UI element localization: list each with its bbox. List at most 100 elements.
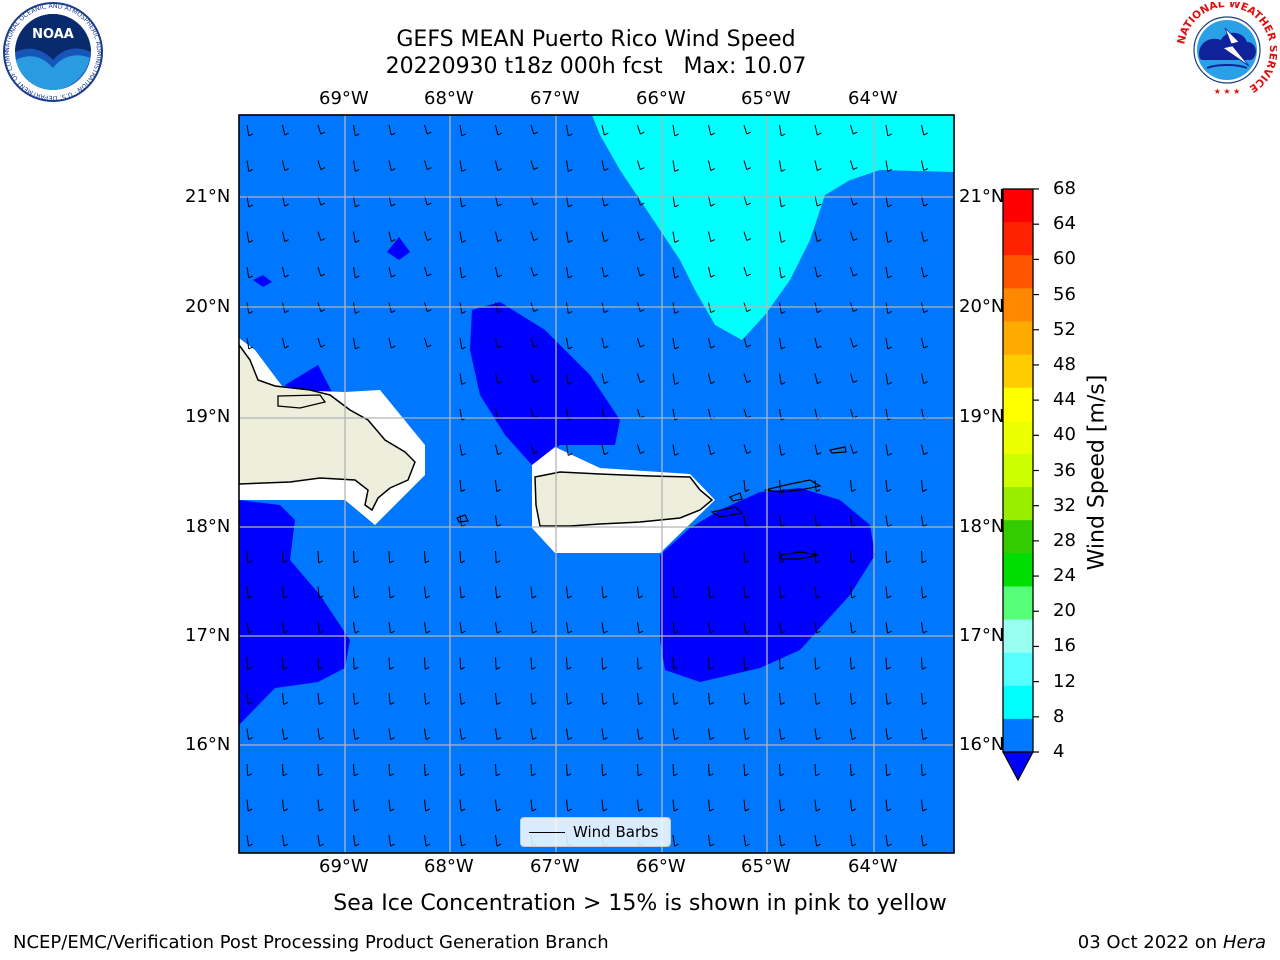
wind-barb — [317, 834, 321, 847]
wind-barb — [708, 373, 712, 384]
wind-barb — [885, 337, 889, 349]
wind-barb-flag — [460, 595, 466, 599]
wind-barb — [814, 160, 818, 171]
wind-barb-flag — [318, 808, 324, 812]
wind-barb-flag — [922, 808, 927, 812]
wind-barb — [424, 337, 428, 348]
footer-date-text: 03 Oct 2022 on — [1077, 932, 1218, 953]
wind-barb — [566, 444, 569, 456]
wind-barb — [388, 621, 392, 634]
wind-barb — [779, 515, 782, 527]
wind-barb — [282, 799, 285, 812]
wind-barb — [921, 124, 925, 136]
wind-barb-flag — [320, 344, 326, 348]
wind-barb — [850, 373, 854, 383]
land-virgin-islands — [764, 479, 822, 493]
wind-barb — [708, 231, 712, 242]
wind-barb-flag — [923, 168, 929, 172]
wind-barb — [566, 302, 569, 314]
footer-date: 03 Oct 2022 on Hera — [1078, 932, 1266, 953]
wind-barb — [814, 799, 817, 812]
wind-barb-flag — [425, 843, 431, 847]
wind-barb-flag — [923, 345, 929, 349]
wind-barb-flag — [248, 133, 254, 137]
wind-barb — [814, 124, 818, 136]
lon-label: 64°W — [848, 88, 898, 109]
wind-barb-flag — [604, 310, 609, 314]
wind-barb — [459, 692, 462, 705]
wind-barb — [743, 657, 746, 670]
wind-barb-flag — [247, 773, 252, 777]
wind-barb-flag — [781, 239, 786, 243]
wind-barb-flag — [781, 168, 786, 172]
calm-region-central — [470, 302, 620, 465]
wind-barb-flag — [248, 310, 254, 314]
wind-barb-flag — [531, 666, 536, 670]
wind-barb-flag — [781, 133, 786, 137]
wind-barb-flag — [640, 344, 645, 348]
wind-barb — [814, 195, 818, 207]
lat-label: 21°N — [185, 186, 231, 207]
wind-barb-flag — [853, 451, 858, 455]
wind-barb-flag — [355, 346, 360, 350]
wind-barb — [459, 550, 462, 563]
wind-barb-flag — [780, 595, 785, 599]
wind-barb — [708, 160, 712, 171]
wind-barb-flag — [604, 168, 609, 172]
wind-barb — [495, 621, 498, 634]
wind-barb-field — [246, 124, 929, 847]
wind-barb — [921, 728, 924, 740]
lon-label: 64°W — [848, 856, 898, 877]
wind-barb-flag — [746, 309, 752, 313]
lat-label: 18°N — [959, 516, 1005, 537]
wind-barb-flag — [922, 843, 928, 847]
wind-barb-flag — [673, 808, 679, 812]
wind-barb-flag — [708, 773, 714, 777]
wind-barb-flag — [355, 310, 360, 314]
colorbar-tick-label: 36 — [1053, 459, 1076, 481]
wind-barb-flag — [568, 346, 573, 350]
wind-barb — [353, 266, 356, 278]
wind-barb — [566, 657, 568, 670]
wind-barb — [388, 160, 392, 171]
wind-barb-flag — [248, 346, 254, 350]
wind-barb-flag — [355, 204, 360, 208]
wind-barb — [388, 586, 391, 599]
wind-barb — [672, 799, 675, 812]
wind-barb-flag — [674, 737, 679, 741]
colorbar-frame — [1002, 188, 1034, 753]
wind-barb-flag — [816, 737, 821, 741]
wind-barb-flag — [568, 310, 573, 314]
wind-barb — [601, 373, 605, 384]
wind-barb-flag — [247, 595, 253, 599]
wind-barb — [424, 550, 426, 563]
wind-barb-flag — [710, 203, 716, 207]
wind-barb-flag — [460, 666, 465, 670]
wind-barb — [672, 763, 675, 776]
wind-barb-flag — [886, 595, 892, 599]
wind-barb — [708, 337, 712, 349]
wind-barb — [495, 550, 497, 563]
wind-barb — [885, 621, 889, 634]
wind-barb — [921, 479, 924, 492]
wind-barb-flag — [283, 595, 288, 599]
wind-barb — [424, 621, 427, 634]
wind-barb-flag — [283, 702, 288, 705]
lon-label: 68°W — [424, 88, 474, 109]
wind-barb — [814, 763, 817, 776]
wind-barb — [779, 337, 782, 349]
wind-barb — [317, 266, 322, 277]
wind-barb-flag — [922, 630, 928, 634]
wind-barb — [282, 728, 285, 740]
wind-barb — [814, 621, 818, 634]
wind-barb — [530, 231, 535, 241]
wind-barb — [353, 799, 356, 812]
wind-barb-flag — [604, 239, 609, 243]
wind-barb — [530, 657, 533, 670]
wind-barb — [459, 160, 463, 172]
land-anegada — [829, 446, 847, 454]
wind-barb — [530, 728, 534, 740]
wind-barb-flag — [247, 702, 253, 705]
wind-barb-flag — [355, 168, 360, 172]
wind-barb — [317, 621, 321, 634]
